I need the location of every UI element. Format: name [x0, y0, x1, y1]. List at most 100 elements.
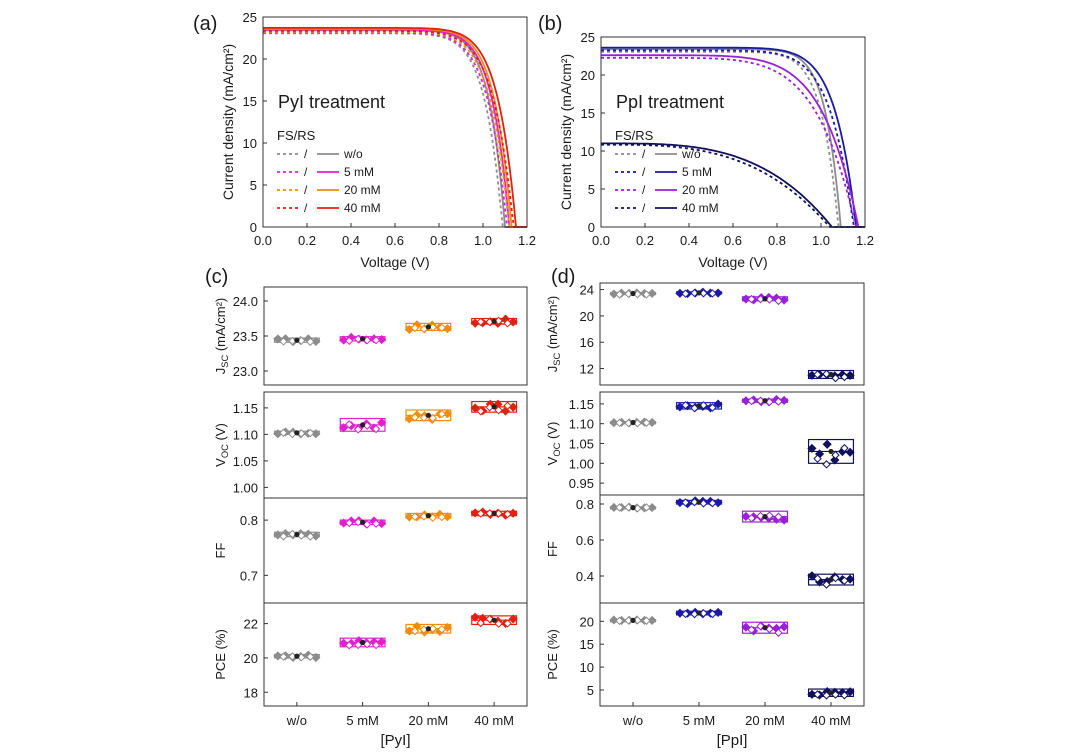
x-tick-label: 0.2 [298, 233, 316, 248]
legend-separator: / [304, 201, 308, 215]
x-tick-label: 20 mM [409, 713, 449, 728]
y-axis-label: JSC (mA/cm²) [213, 298, 230, 375]
median-marker [630, 290, 636, 297]
rs-point [609, 289, 619, 299]
fs-point [708, 498, 717, 508]
fs-point [681, 400, 690, 410]
legend-separator: / [304, 147, 308, 161]
rs-point [470, 403, 480, 413]
fs-point [615, 418, 624, 428]
fs-point [756, 622, 765, 631]
median-marker [360, 639, 366, 646]
y-tick-label: 5 [588, 182, 595, 197]
fs-point [503, 401, 512, 410]
y-tick-label: 0.8 [240, 513, 258, 528]
y-axis-label: JSC (mA/cm²) [545, 296, 562, 373]
fs-point [822, 580, 831, 589]
y-tick-label: 23.5 [233, 329, 258, 344]
rs-point [273, 651, 283, 661]
rs-point [442, 409, 452, 419]
y-tick-label: 12 [580, 362, 594, 377]
y-axis-label: FF [213, 543, 228, 559]
fs-point [476, 509, 485, 518]
median-marker [491, 617, 497, 623]
subplot-2: 0.7 0.8 FF [213, 497, 528, 604]
median-marker [828, 577, 834, 583]
fs-point [840, 576, 849, 585]
fs-point [503, 509, 512, 519]
rs-point [675, 288, 685, 298]
median-marker [762, 398, 768, 404]
fs-point [813, 574, 822, 583]
y-tick-label: 0.95 [569, 476, 594, 491]
y-tick-label: 10 [243, 136, 257, 151]
rs-point [845, 447, 855, 457]
fs-point [279, 428, 288, 438]
median-marker [828, 371, 834, 378]
fs-point [681, 498, 690, 507]
legend-separator: / [642, 201, 646, 215]
fs-point [708, 403, 717, 412]
fs-point [747, 396, 756, 406]
chart-title: PyI treatment [278, 92, 385, 112]
plot-frame [599, 282, 865, 386]
fs-point [615, 616, 624, 626]
fs-point [831, 373, 840, 383]
fs-point [642, 290, 651, 299]
y-tick-label: 16 [580, 335, 594, 350]
median-marker [762, 625, 768, 631]
fs-point [822, 691, 831, 700]
y-tick-label: 23.0 [233, 364, 258, 379]
subplot-2: 0.4 0.6 0.8 FF [545, 494, 865, 604]
fs-point [708, 289, 717, 298]
fs-point [353, 425, 363, 434]
median-marker [828, 690, 834, 696]
jv-rs-line-3 [601, 142, 865, 228]
fs-point [831, 573, 840, 583]
fs-point [371, 424, 381, 434]
plot-frame [263, 602, 528, 707]
y-tick-label: 0 [250, 220, 257, 235]
fs-point [410, 413, 420, 422]
fs-point [699, 401, 708, 410]
y-axis-label: PCE (%) [213, 629, 228, 680]
rs-point [741, 294, 751, 304]
y-tick-label: 1.10 [233, 427, 258, 442]
y-tick-label: 25 [243, 10, 257, 25]
plot-frame [599, 602, 865, 707]
legend-entry: w/o [343, 147, 363, 161]
median-marker [491, 510, 497, 517]
y-tick-label: 24.0 [233, 294, 258, 309]
fs-point [306, 428, 315, 438]
fs-point [288, 529, 297, 539]
fs-point [840, 443, 849, 453]
legend-entry: 40 mM [344, 201, 381, 215]
rs-point [647, 417, 657, 428]
y-tick-label: 0.7 [240, 568, 258, 583]
rs-point [339, 335, 349, 345]
fs-point [345, 336, 354, 346]
x-tick-label: 1.2 [856, 233, 874, 248]
x-tick-label: 1.0 [812, 233, 830, 248]
fs-point [476, 618, 485, 628]
fs-point [774, 397, 783, 406]
fs-point [747, 513, 756, 523]
y-tick-label: 18 [244, 685, 258, 700]
x-tick-label: 0.6 [724, 233, 742, 248]
rs-point [779, 395, 789, 406]
jv-rs-line-1 [601, 46, 865, 228]
jv-rs-line-0 [601, 48, 865, 228]
legend-separator: / [642, 147, 646, 161]
x-tick-label: 1.0 [474, 233, 492, 248]
median-marker [762, 514, 768, 520]
fs-point [476, 317, 485, 327]
panel-label: (a) [193, 13, 217, 35]
x-tick-label: 5 mM [346, 713, 379, 728]
x-tick-label: w/o [622, 713, 643, 728]
y-tick-label: 5 [250, 178, 257, 193]
rs-point [675, 497, 685, 508]
rs-point [442, 512, 452, 522]
x-axis-label: Voltage (V) [698, 254, 767, 270]
legend-entry: 20 mM [344, 183, 381, 197]
median-marker [294, 653, 300, 659]
